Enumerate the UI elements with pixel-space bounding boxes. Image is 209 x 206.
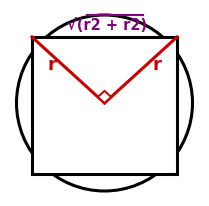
Text: r: r [48,56,57,74]
Polygon shape [98,91,111,103]
Text: r: r [152,56,161,74]
Bar [32,38,177,174]
Text: √(r2 + r2): √(r2 + r2) [68,18,148,33]
